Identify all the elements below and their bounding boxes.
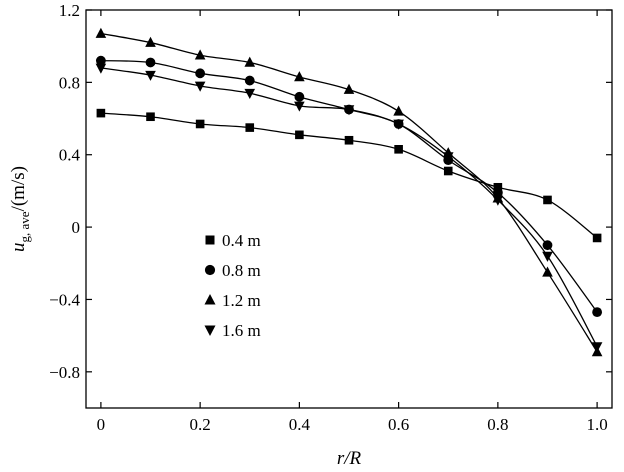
series-layer <box>95 27 603 357</box>
series-line-0-4-m <box>100 112 598 239</box>
y-axis-label-subscript: g, ave <box>17 211 32 242</box>
y-axis-label: ug, ave/(m/s) <box>8 166 32 252</box>
y-tick-label: 0.8 <box>59 73 80 92</box>
data-point-0-4-m <box>443 166 453 176</box>
data-point-0-4-m <box>592 233 602 243</box>
data-point-0-8-m <box>195 68 206 79</box>
y-tick-label: 1.2 <box>59 1 80 20</box>
y-axis-label-var: u <box>8 242 29 252</box>
data-point-0-4-m <box>543 195 552 205</box>
data-point-1-2-m <box>145 36 156 47</box>
legend-label-0-4-m: 0.4 m <box>222 231 261 250</box>
y-tick-label: −0.8 <box>49 363 80 382</box>
data-point-0-8-m <box>95 55 106 66</box>
data-point-1-2-m <box>542 266 553 277</box>
series-line-1-6-m <box>100 67 598 347</box>
data-point-0-8-m <box>145 57 156 68</box>
data-point-0-4-m <box>96 108 106 118</box>
data-point-0-4-m <box>394 145 403 154</box>
data-point-0-4-m <box>493 182 503 192</box>
data-point-1-6-m <box>591 342 603 353</box>
data-point-1-6-m <box>194 81 206 92</box>
data-point-1-2-m <box>294 71 305 82</box>
y-tick-label: 0.4 <box>59 146 81 165</box>
data-point-1-2-m <box>343 83 355 94</box>
data-point-1-6-m <box>95 63 107 74</box>
legend-marker-0-4-m <box>205 235 215 245</box>
data-point-0-4-m <box>344 135 354 145</box>
legend-label-1-2-m: 1.2 m <box>222 291 261 310</box>
data-point-1-6-m <box>343 105 355 116</box>
legend-marker-0-8-m <box>204 264 216 276</box>
data-point-1-6-m <box>294 101 305 112</box>
x-tick-label: 0.2 <box>190 415 211 434</box>
x-tick-label: 0.4 <box>289 415 311 434</box>
data-point-0-8-m <box>592 307 603 318</box>
data-point-0-4-m <box>295 130 304 140</box>
data-point-0-4-m <box>245 123 255 132</box>
data-point-1-2-m <box>194 49 206 60</box>
x-tick-label: 0.6 <box>388 415 409 434</box>
data-point-0-4-m <box>146 112 155 122</box>
data-point-1-2-m <box>244 56 256 67</box>
legend-marker-1-2-m <box>204 294 216 305</box>
x-axis-label: r/R <box>337 448 362 469</box>
data-point-0-4-m <box>195 119 205 129</box>
data-point-1-6-m <box>244 88 256 100</box>
legend-label-1-6-m: 1.6 m <box>222 321 261 340</box>
series-line-1-2-m <box>100 32 598 353</box>
data-point-0-8-m <box>244 75 255 86</box>
data-point-1-6-m <box>492 195 504 206</box>
data-point-1-6-m <box>542 251 553 262</box>
axis-ticks: 0 0.2 0.4 0.6 0.8 1.0 −0.8 −0.4 0 0.4 0.8 1.2 <box>49 1 612 434</box>
legend-label-0-8-m: 0.8 m <box>222 261 261 280</box>
data-point-1-2-m <box>95 27 107 38</box>
data-point-1-2-m <box>393 105 404 116</box>
data-point-0-8-m <box>294 91 305 102</box>
data-point-0-8-m <box>542 240 553 251</box>
data-point-1-6-m <box>145 70 156 81</box>
x-tick-label: 0 <box>97 415 106 434</box>
x-tick-label: 1.0 <box>586 415 607 434</box>
y-axis-label-unit: /(m/s) <box>8 166 29 211</box>
series-line-0-8-m <box>100 60 598 313</box>
legend-marker-1-6-m <box>204 325 216 336</box>
y-tick-label: 0 <box>72 218 81 237</box>
y-tick-label: −0.4 <box>49 290 80 309</box>
x-tick-label: 0.8 <box>487 415 508 434</box>
data-point-1-6-m <box>393 119 404 130</box>
data-point-1-6-m <box>442 152 454 163</box>
legend: 0.4 m 0.8 m 1.2 m 1.6 m <box>204 231 261 340</box>
plot-area-frame <box>85 9 613 409</box>
